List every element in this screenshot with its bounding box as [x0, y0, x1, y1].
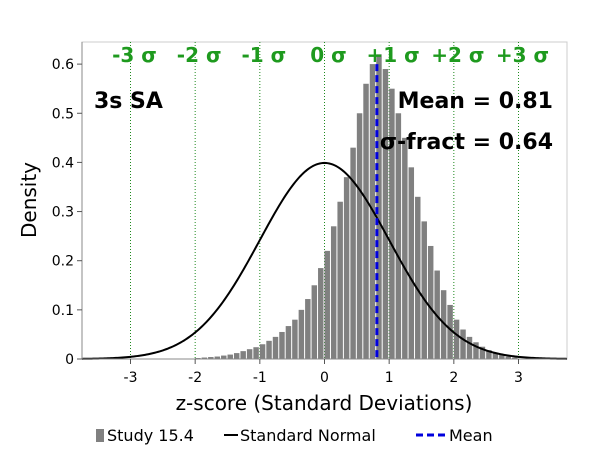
x-tick-label-0: -3 — [124, 370, 138, 386]
sigma-fract-annotation: σ-fract = 0.64 — [380, 130, 553, 155]
histogram-bar-46 — [492, 353, 499, 359]
legend-normal-label: Standard Normal — [240, 426, 376, 445]
histogram-bar-43 — [473, 342, 479, 359]
legend: Study 15.4 Standard Normal Mean — [96, 426, 493, 445]
y-tick-label-1: 0.1 — [52, 303, 74, 319]
x-ticks: -3 -2 -1 0 1 2 3 — [124, 359, 523, 386]
histogram-bar-12 — [272, 336, 279, 359]
histogram-bar-20 — [324, 250, 330, 359]
histogram-bar-6 — [233, 353, 240, 359]
histogram-bar-14 — [285, 326, 292, 359]
histogram-bar-11 — [266, 340, 272, 359]
x-tick-label-4: 1 — [385, 370, 394, 386]
normal-curve-group — [81, 161, 568, 360]
legend-histogram-swatch — [96, 429, 104, 442]
x-tick-label-5: 2 — [449, 370, 458, 386]
histogram-bar-28 — [376, 54, 382, 359]
y-tick-label-5: 0.5 — [52, 106, 74, 122]
histogram-bar-47 — [499, 355, 505, 359]
histogram-bar-24 — [350, 147, 356, 359]
y-tick-label-6: 0.6 — [52, 57, 74, 73]
y-tick-label-4: 0.4 — [52, 155, 74, 171]
histogram-bar-31 — [395, 113, 402, 359]
sigma-label-0: -3 σ — [112, 43, 157, 67]
sigma-labels: -3 σ -2 σ -1 σ 0 σ +1 σ +2 σ +3 σ — [112, 43, 549, 67]
histogram-bar-34 — [415, 196, 421, 359]
sigma-label-6: +3 σ — [496, 43, 549, 67]
mean-annotation: Mean = 0.81 — [398, 89, 553, 114]
sigma-label-1: -2 σ — [177, 43, 222, 67]
histogram-bar-15 — [292, 319, 298, 359]
histogram-bar-21 — [330, 226, 337, 359]
histogram-bar-25 — [356, 113, 363, 359]
histogram-bar-42 — [466, 336, 473, 359]
histogram-bar-13 — [279, 331, 285, 359]
histogram-bar-29 — [382, 69, 389, 359]
histogram-bar-44 — [479, 346, 486, 359]
histogram-bar-36 — [427, 245, 434, 359]
histogram-bar-5 — [227, 354, 233, 359]
histogram-bar-19 — [318, 268, 324, 359]
x-tick-label-6: 3 — [514, 370, 523, 386]
histogram-bar-1 — [201, 357, 208, 359]
sigma-label-4: +1 σ — [367, 43, 420, 67]
y-tick-label-2: 0.2 — [52, 254, 74, 270]
sigma-label-3: 0 σ — [310, 43, 346, 67]
histogram-bar-26 — [363, 83, 369, 359]
x-tick-label-3: 0 — [320, 370, 329, 386]
histogram-bar-32 — [402, 137, 408, 359]
histogram-bar-49 — [512, 357, 518, 359]
y-axis-title: Density — [17, 162, 41, 238]
normal-curve — [81, 161, 568, 360]
histogram-bar-30 — [389, 88, 395, 359]
sigma-label-5: +2 σ — [431, 43, 484, 67]
histogram-bar-39 — [447, 304, 453, 359]
y-ticks: 0 0.1 0.2 0.3 0.4 0.5 0.6 — [52, 57, 82, 368]
histogram-bar-38 — [440, 290, 447, 359]
histogram-bar-33 — [408, 167, 415, 359]
histogram-bar-45 — [486, 350, 492, 359]
case-label: 3s SA — [94, 89, 163, 114]
x-axis-title: z-score (Standard Deviations) — [176, 391, 473, 415]
histogram-bar-2 — [208, 357, 214, 359]
histogram-bar-18 — [311, 285, 318, 359]
histogram-bar-48 — [505, 356, 512, 359]
y-tick-label-0: 0 — [65, 352, 74, 368]
histogram-bar-4 — [221, 355, 227, 359]
histogram-bar-16 — [298, 309, 305, 359]
sigma-label-2: -1 σ — [241, 43, 286, 67]
histogram-bar-23 — [343, 177, 350, 359]
histogram-bar-41 — [460, 329, 466, 359]
legend-histogram-label: Study 15.4 — [107, 426, 194, 445]
histogram-bar-17 — [305, 299, 311, 359]
histogram-bar-40 — [453, 319, 460, 359]
x-tick-label-2: -1 — [253, 370, 267, 386]
x-tick-label-1: -2 — [188, 370, 202, 386]
histogram-bar-35 — [421, 221, 427, 359]
histogram-bar-10 — [259, 344, 266, 359]
histogram-bar-3 — [214, 356, 221, 359]
histogram-bar-22 — [337, 201, 343, 359]
y-tick-label-3: 0.3 — [52, 205, 74, 221]
histogram-bar-8 — [246, 349, 253, 359]
histogram-bar-7 — [240, 351, 246, 359]
legend-mean-label: Mean — [449, 426, 493, 445]
histogram-bar-9 — [253, 347, 259, 359]
